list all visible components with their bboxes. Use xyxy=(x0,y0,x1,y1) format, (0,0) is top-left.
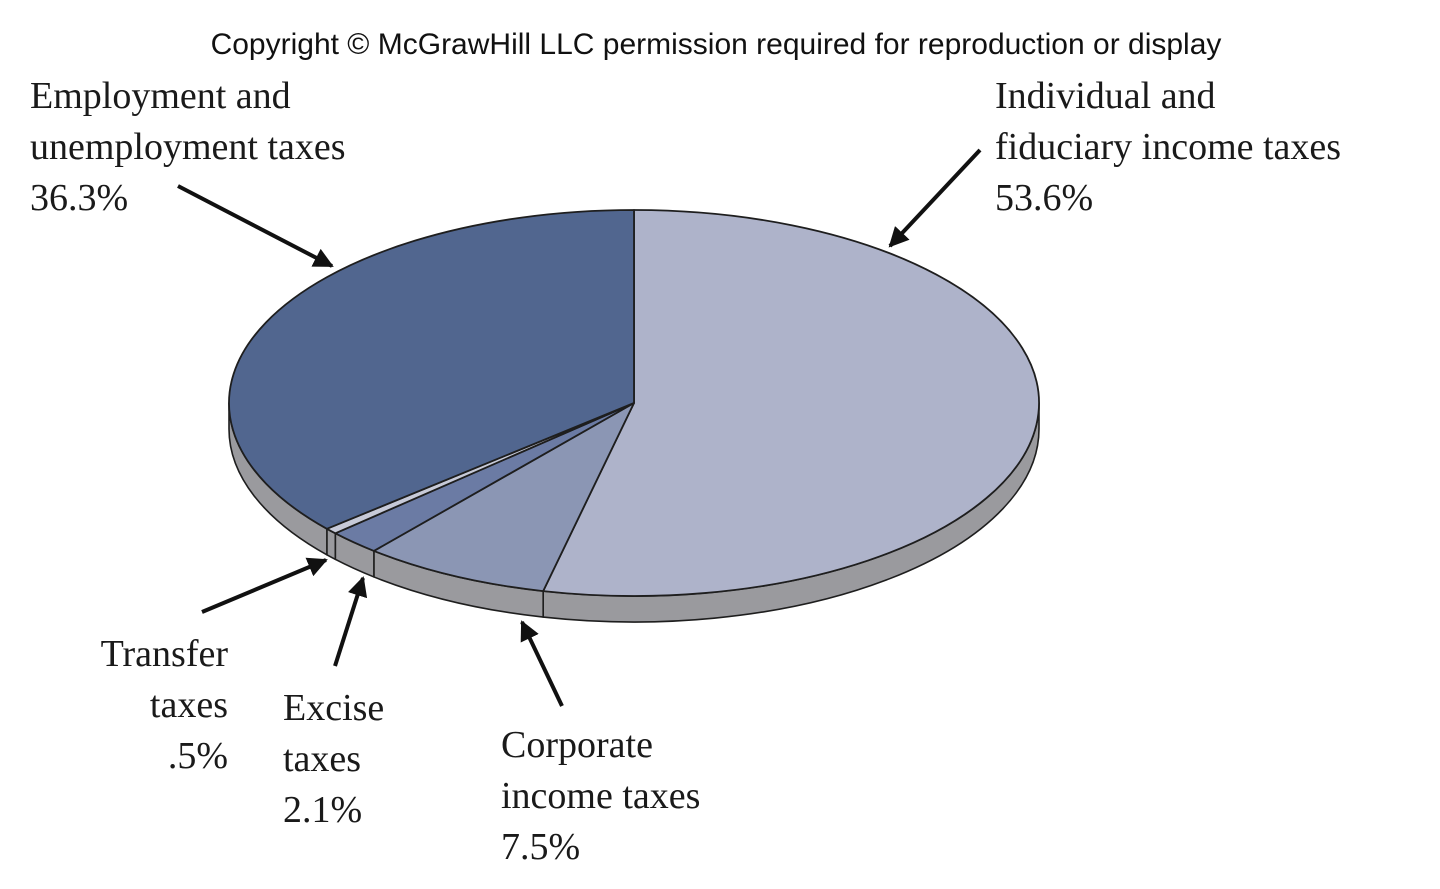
pie-slice-corporate xyxy=(372,402,635,592)
pie-slice-employment-and xyxy=(228,209,635,530)
slice-name-line: Employment and xyxy=(30,75,291,117)
slice-value-label: 7.5% xyxy=(501,826,580,868)
copyright-notice: Copyright © McGrawHill LLC permission re… xyxy=(211,28,1222,61)
pie-callout-arrows xyxy=(177,148,982,707)
slice-name-line: Transfer xyxy=(101,633,229,675)
slice-name-line: taxes xyxy=(283,738,361,780)
slice-label-excise: Excise taxes 2.1% xyxy=(283,687,384,831)
slice-label-transfer: Transfer taxes .5% xyxy=(101,633,229,777)
pie-top-layer xyxy=(228,209,1040,597)
pie-labels-layer: Individual and fiduciary income taxes 53.6… xyxy=(30,75,1341,868)
slice-value-label: .5% xyxy=(168,735,228,777)
pie-slice-individual-and xyxy=(542,209,1040,597)
slice-name-line: Excise xyxy=(283,687,384,729)
slice-value-label: 2.1% xyxy=(283,789,362,831)
slice-name-line: fiduciary income taxes xyxy=(995,126,1341,168)
slice-value-label: 53.6% xyxy=(995,177,1093,219)
slice-name-line: Individual and xyxy=(995,75,1216,117)
callout-arrow-individual-and xyxy=(888,148,982,248)
callout-arrow-excise xyxy=(333,576,368,667)
pie-side-layer xyxy=(228,402,1040,623)
slice-value-label: 36.3% xyxy=(30,177,128,219)
slice-label-individual-and: Individual and fiduciary income taxes 53.6… xyxy=(995,75,1341,219)
callout-arrow-transfer xyxy=(201,557,328,614)
callout-arrow-corporate xyxy=(520,620,564,707)
slice-name-line: Corporate xyxy=(501,724,653,766)
slice-label-employment-and: Employment and unemployment taxes 36.3% xyxy=(30,75,346,219)
callout-arrow-employment-and xyxy=(177,184,334,268)
slice-name-line: unemployment taxes xyxy=(30,126,346,168)
slice-name-line: income taxes xyxy=(501,775,700,817)
slice-name-line: taxes xyxy=(150,684,228,726)
slice-label-corporate: Corporate income taxes 7.5% xyxy=(501,724,700,868)
